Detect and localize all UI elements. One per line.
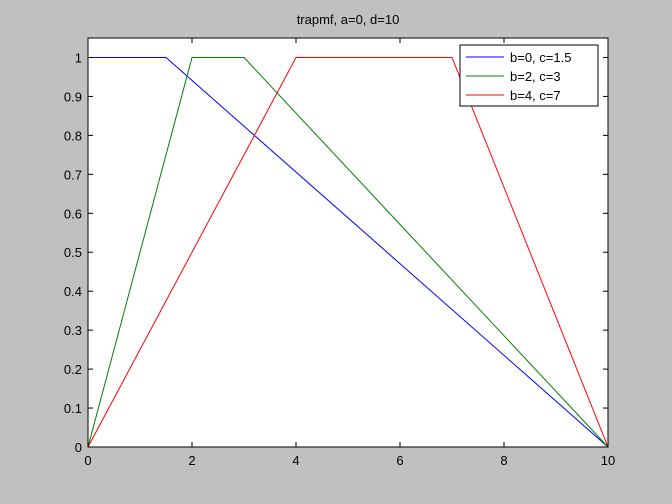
y-tick-label: 0.6 <box>64 206 82 221</box>
y-tick-label: 1 <box>75 50 82 65</box>
legend: b=0, c=1.5 b=2, c=3 b=4, c=7 <box>459 44 599 107</box>
series-line-3 <box>87 57 609 448</box>
chart-title: trapmf, a=0, d=10 <box>297 12 400 27</box>
y-tick-label: 0.3 <box>64 323 82 338</box>
x-tick-label: 2 <box>188 453 195 468</box>
legend-label-1: b=0, c=1.5 <box>510 50 571 65</box>
y-tick-label: 0.8 <box>64 128 82 143</box>
y-tick-label: 0.4 <box>64 284 82 299</box>
y-tick-label: 0.2 <box>64 362 82 377</box>
x-tick-label: 0 <box>84 453 91 468</box>
y-tick-label: 0.7 <box>64 167 82 182</box>
y-tick-label: 0.5 <box>64 245 82 260</box>
y-tick-label: 0.1 <box>64 401 82 416</box>
axes-layer: 0 2 4 6 8 10 0 0.1 0.2 0.3 0.4 0.5 0.6 0.7 0.8 0.9 1 <box>64 37 615 468</box>
x-tick-label: 4 <box>292 453 299 468</box>
y-tick-label: 0.9 <box>64 89 82 104</box>
x-tick-label: 10 <box>601 453 615 468</box>
y-tick-label: 0 <box>75 440 82 455</box>
series-line-2 <box>87 57 609 448</box>
x-tick-label: 8 <box>500 453 507 468</box>
axes-box <box>87 37 609 448</box>
legend-label-2: b=2, c=3 <box>510 69 561 84</box>
legend-label-3: b=4, c=7 <box>510 88 561 103</box>
x-tick-label: 6 <box>396 453 403 468</box>
